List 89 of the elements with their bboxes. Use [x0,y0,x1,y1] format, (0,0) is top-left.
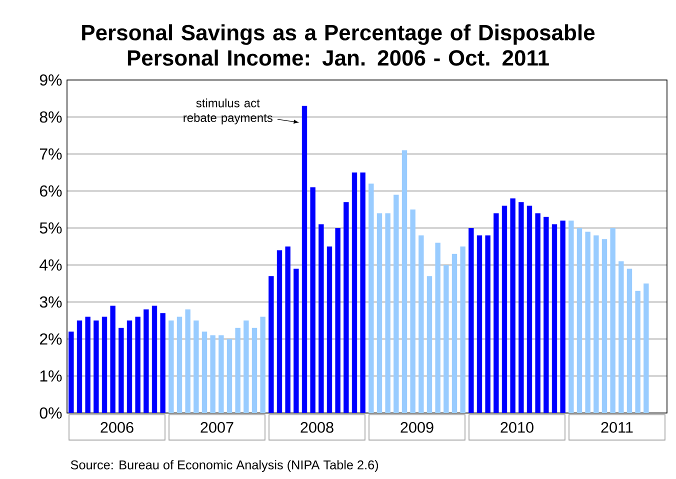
bar [526,206,532,413]
bar [252,328,258,413]
y-tick-label: 3% [40,296,62,308]
bar [202,332,208,413]
annotation: stimulus act rebate payments [184,98,272,124]
bar [626,268,632,413]
bar [535,213,540,413]
chart-title: Personal Savings as a Percentage of Disposable Personal Income: Jan. 2006 - Oct. 2011 [82,24,595,66]
bar [218,335,224,413]
bar [194,320,199,413]
bar [510,198,516,413]
bar [302,106,308,413]
y-tick-label: 1% [40,370,62,382]
bar [360,172,366,413]
bar [402,150,408,413]
y-tick-label: 6% [40,185,62,197]
bar [485,235,490,413]
x-tick-label: 2006 [100,422,134,433]
bar [585,232,590,413]
y-tick-label: 2% [40,333,62,345]
bar [352,172,358,413]
bar [435,242,440,413]
bar [502,206,508,413]
bar [602,239,608,413]
bar [85,316,90,413]
bar [426,276,432,413]
bar [552,224,558,413]
bar [276,250,282,413]
bar [518,202,524,413]
bar [418,235,424,413]
bar [235,328,240,413]
bar [260,316,266,413]
bar [310,187,316,413]
bar [568,220,574,413]
x-tick-label: 2010 [500,422,534,433]
bar [560,220,566,413]
bar [618,261,624,413]
x-tick-label: 2009 [400,422,434,433]
y-tick-label: 9% [40,74,62,86]
bar [294,268,299,413]
bar [335,228,340,413]
bar [210,335,216,413]
bar [394,194,399,413]
bar [410,209,416,413]
bar [326,246,332,413]
bar [318,224,324,413]
bar [244,320,249,413]
y-tick-label: 7% [40,148,62,160]
bar [135,316,140,413]
x-tick-label: 2008 [300,422,334,433]
bar [444,264,449,413]
bar [385,213,390,413]
x-tick-label: 2011 [601,422,633,433]
bar [176,316,182,413]
bar [452,254,458,413]
bar [610,228,616,413]
y-tick-label: 4% [40,259,62,271]
bar [635,290,640,413]
bar [226,338,232,413]
bar [168,320,174,413]
bar [376,213,382,413]
bar [68,332,74,413]
bar [494,213,499,413]
bar [152,306,158,413]
source-note: Source: Bureau of Economic Analysis (NIPA Table 2.6) [70,460,378,472]
bar [185,309,190,413]
y-tick-label: 8% [40,111,62,123]
bar [118,328,124,413]
bar [110,306,116,413]
bar [76,320,82,413]
bar [268,276,274,413]
bar [126,320,132,413]
bar [285,246,290,413]
bar [368,184,374,413]
bar [160,313,166,413]
bar [576,228,582,413]
x-tick-label: 2007 [200,422,234,433]
y-tick-label: 5% [40,222,62,234]
bar [144,309,149,413]
bar [594,235,599,413]
bar [344,202,349,413]
bar [94,320,99,413]
bar [460,246,466,413]
bar [644,283,649,413]
bar [102,316,108,413]
bar [544,216,549,413]
bar [476,235,482,413]
y-tick-label: 0% [40,407,62,419]
bar [468,228,474,413]
